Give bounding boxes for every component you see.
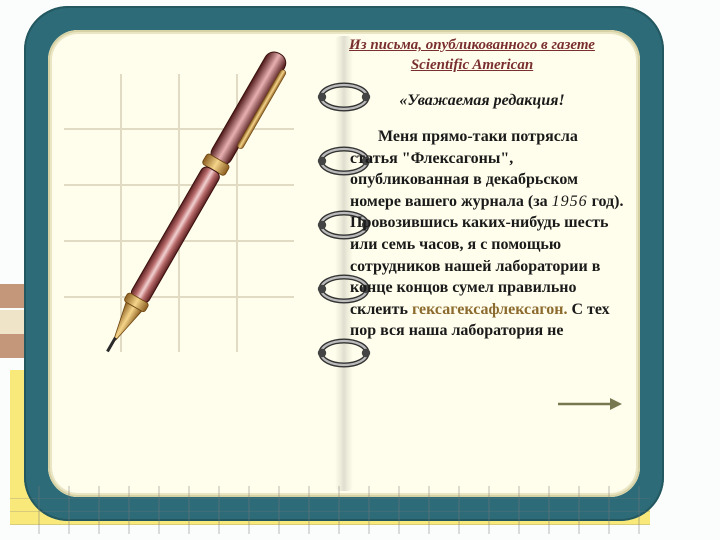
calendar-grid bbox=[64, 74, 294, 334]
letter-body: Меня прямо-таки потрясла статья "Флексаг… bbox=[350, 126, 625, 342]
page-left bbox=[48, 30, 344, 497]
body-part-2: год). Провозившись каких-нибудь шесть ил… bbox=[350, 193, 623, 318]
body-hexa-word: гексагексафлексагон. bbox=[412, 301, 568, 318]
body-year: 1956 bbox=[552, 193, 588, 210]
stage: Из письма, опубликованного в газете Scie… bbox=[0, 0, 720, 540]
letter-salutation: «Уважаемая редакция! bbox=[342, 92, 622, 110]
body-part-1: Меня прямо-таки потрясла статья "Флексаг… bbox=[350, 128, 578, 210]
continuation-arrow-icon bbox=[556, 395, 622, 413]
bg-grid-pattern bbox=[10, 486, 650, 534]
letter-source-heading: Из письма, опубликованного в газете Scie… bbox=[322, 36, 622, 75]
